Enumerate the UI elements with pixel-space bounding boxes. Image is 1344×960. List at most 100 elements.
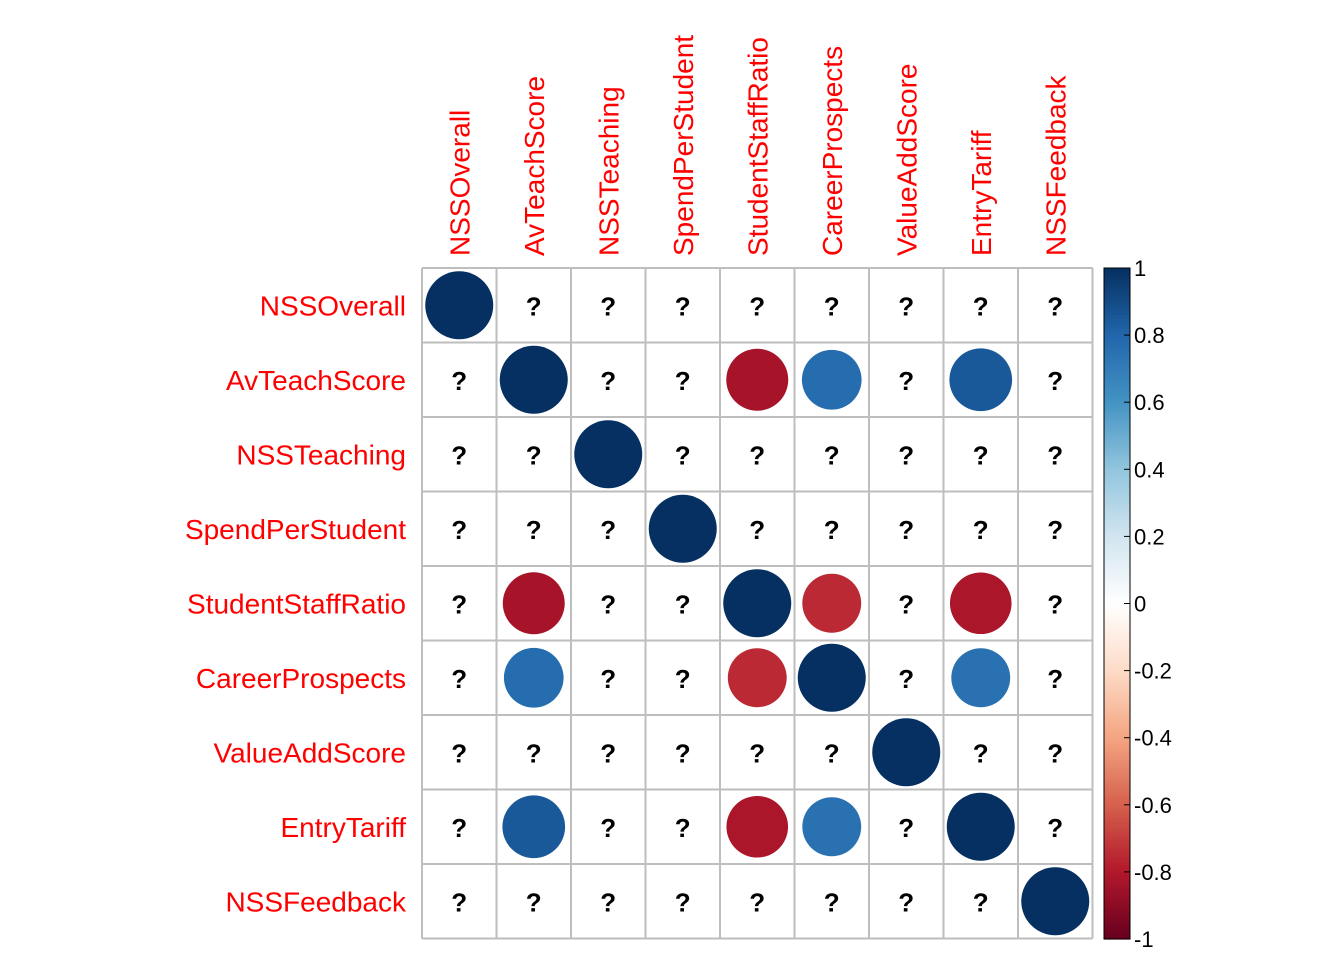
missing-value-mark: ?: [824, 887, 840, 917]
colorbar-segment: [1104, 710, 1130, 715]
colorbar-segment: [1104, 892, 1130, 896]
colorbar-segment: [1104, 677, 1130, 682]
colorbar-segment: [1104, 777, 1130, 782]
colorbar-segment: [1104, 402, 1130, 407]
correlation-circle: [726, 348, 789, 411]
colorbar-segment: [1104, 553, 1130, 558]
colorbar-segment: [1104, 730, 1130, 735]
colorbar-segment: [1104, 694, 1130, 699]
colorbar-segment: [1104, 559, 1130, 564]
missing-value-mark: ?: [675, 813, 691, 843]
colorbar-segment: [1104, 707, 1130, 712]
colorbar-segment: [1104, 489, 1130, 494]
colorbar-segment: [1104, 543, 1130, 548]
missing-value-mark: ?: [675, 589, 691, 619]
colorbar-segment: [1104, 855, 1130, 860]
colorbar-segment: [1104, 798, 1130, 803]
row-label: CareerProspects: [196, 663, 406, 694]
missing-value-mark: ?: [749, 738, 765, 768]
colorbar-segment: [1104, 788, 1130, 792]
colorbar-segment: [1104, 281, 1130, 286]
row-label: NSSOverall: [260, 290, 406, 321]
correlation-circle: [727, 648, 787, 708]
colorbar-segment: [1104, 650, 1130, 655]
colorbar-segment: [1104, 529, 1130, 534]
colorbar-tick-label: -0.2: [1134, 659, 1172, 684]
missing-value-mark: ?: [1047, 589, 1063, 619]
colorbar-segment: [1104, 821, 1130, 826]
correlation-circle: [946, 792, 1015, 861]
colorbar-segment: [1104, 274, 1130, 279]
colorbar-segment: [1104, 908, 1130, 913]
correlation-circle: [802, 797, 862, 857]
colorbar-segment: [1104, 757, 1130, 762]
variable-labels: NSSOverall NSSOverall AvTeachScore AvTeachS…: [185, 35, 1071, 918]
colorbar-segment: [1104, 455, 1130, 460]
colorbar-segment: [1104, 616, 1130, 621]
colorbar-segment: [1104, 365, 1130, 370]
colorbar-segment: [1104, 687, 1130, 692]
colorbar-segment: [1104, 858, 1130, 863]
colorbar-segment: [1104, 408, 1130, 413]
colorbar-segment: [1104, 392, 1130, 397]
colorbar-segment: [1104, 506, 1130, 511]
row-label: StudentStaffRatio: [187, 588, 406, 619]
colorbar-segment: [1104, 492, 1130, 497]
correlation-circle: [801, 349, 862, 410]
correlation-cells: ????????????????????????????????????????…: [425, 271, 1090, 936]
colorbar-segment: [1104, 814, 1130, 819]
missing-value-mark: ?: [451, 366, 467, 396]
colorbar-segment: [1104, 418, 1130, 423]
colorbar-segment: [1104, 442, 1130, 447]
colorbar-segment: [1104, 838, 1130, 843]
column-label: AvTeachScore: [519, 76, 550, 256]
colorbar-segment: [1104, 415, 1130, 420]
colorbar-segment: [1104, 684, 1130, 688]
column-label: CareerProspects: [817, 46, 848, 256]
missing-value-mark: ?: [1047, 291, 1063, 321]
missing-value-mark: ?: [451, 738, 467, 768]
missing-value-mark: ?: [526, 515, 542, 545]
missing-value-mark: ?: [749, 291, 765, 321]
colorbar-segment: [1104, 680, 1130, 685]
colorbar-segment: [1104, 895, 1130, 900]
colorbar-segment: [1104, 298, 1130, 303]
colorbar-segment: [1104, 432, 1130, 437]
colorbar-segment: [1104, 502, 1130, 507]
missing-value-mark: ?: [600, 366, 616, 396]
colorbar-segment: [1104, 496, 1130, 501]
missing-value-mark: ?: [824, 738, 840, 768]
colorbar-segment: [1104, 358, 1130, 363]
colorbar-segment: [1104, 301, 1130, 306]
missing-value-mark: ?: [898, 366, 914, 396]
correlation-circle: [872, 718, 941, 787]
colorbar-segment: [1104, 314, 1130, 319]
colorbar-segment: [1104, 462, 1130, 467]
row-label: NSSFeedback: [225, 886, 407, 917]
colorbar-segment: [1104, 526, 1130, 531]
missing-value-mark: ?: [1047, 664, 1063, 694]
colorbar-segment: [1104, 704, 1130, 709]
colorbar-segment: [1104, 925, 1130, 930]
colorbar-segment: [1104, 667, 1130, 672]
colorbar-segment: [1104, 519, 1130, 524]
colorbar-segment: [1104, 469, 1130, 474]
missing-value-mark: ?: [675, 664, 691, 694]
colorbar-segment: [1104, 918, 1130, 923]
colorbar-segment: [1104, 596, 1130, 601]
correlation-circle: [797, 643, 866, 712]
colorbar-segment: [1104, 580, 1130, 584]
colorbar-segment: [1104, 355, 1130, 360]
row-label: SpendPerStudent: [185, 514, 406, 545]
missing-value-mark: ?: [451, 887, 467, 917]
colorbar-segment: [1104, 905, 1130, 910]
colorbar-segment: [1104, 670, 1130, 675]
missing-value-mark: ?: [675, 366, 691, 396]
colorbar-tick-label: 0.4: [1134, 457, 1165, 482]
correlation-circle: [1021, 867, 1090, 936]
colorbar-segment: [1104, 482, 1130, 487]
colorbar-segment: [1104, 620, 1130, 625]
colorbar-segment: [1104, 801, 1130, 806]
missing-value-mark: ?: [675, 887, 691, 917]
